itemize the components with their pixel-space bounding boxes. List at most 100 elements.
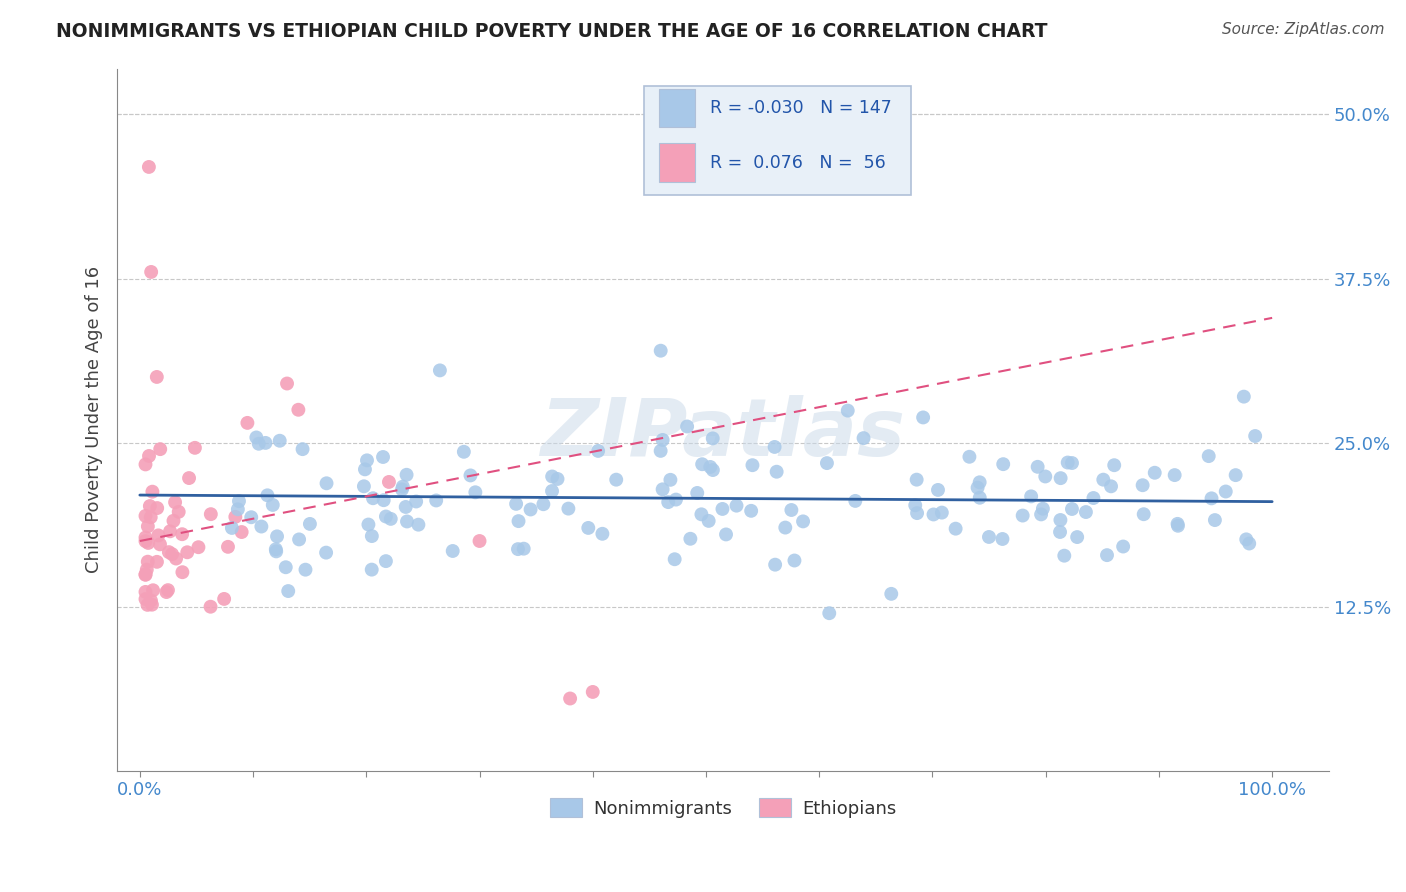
Point xyxy=(134,458,156,472)
Point xyxy=(852,431,875,445)
Point xyxy=(245,430,267,444)
Point xyxy=(276,376,298,391)
Point xyxy=(1066,530,1088,544)
Point xyxy=(1049,513,1071,527)
Point xyxy=(354,462,377,476)
Point xyxy=(165,495,187,509)
Point xyxy=(519,502,541,516)
Point xyxy=(157,545,180,559)
Point xyxy=(505,497,527,511)
Point xyxy=(250,519,273,533)
Point xyxy=(676,419,699,434)
Point xyxy=(1019,489,1042,503)
Point xyxy=(775,520,797,534)
Point xyxy=(141,598,163,612)
Point xyxy=(1095,548,1118,562)
Point xyxy=(1049,524,1071,539)
Point xyxy=(136,598,159,612)
Point xyxy=(395,515,418,529)
Point xyxy=(945,522,967,536)
Y-axis label: Child Poverty Under the Age of 16: Child Poverty Under the Age of 16 xyxy=(86,266,103,574)
Point xyxy=(763,440,786,454)
Point xyxy=(139,499,162,513)
Point xyxy=(200,507,222,521)
Point xyxy=(176,545,198,559)
Point xyxy=(1233,390,1256,404)
Point xyxy=(315,476,337,491)
Point xyxy=(1032,501,1054,516)
Point xyxy=(905,473,928,487)
Point xyxy=(969,475,991,490)
Point xyxy=(264,544,287,558)
Point xyxy=(136,536,159,550)
Point xyxy=(1092,473,1115,487)
Point xyxy=(135,563,157,577)
Point xyxy=(356,453,378,467)
Point xyxy=(146,501,169,516)
Point xyxy=(605,473,627,487)
Point xyxy=(360,529,382,543)
Point xyxy=(357,517,380,532)
Point xyxy=(1198,449,1220,463)
Point xyxy=(1011,508,1033,523)
Point xyxy=(274,560,297,574)
Point xyxy=(650,443,672,458)
Point xyxy=(159,524,181,539)
Point xyxy=(136,519,159,533)
Point xyxy=(697,514,720,528)
Point xyxy=(380,512,402,526)
Point xyxy=(1132,478,1154,492)
Point xyxy=(1234,533,1257,547)
Point xyxy=(291,442,314,457)
Point xyxy=(740,504,762,518)
Point xyxy=(531,497,554,511)
Point xyxy=(977,530,1000,544)
Point xyxy=(651,433,673,447)
Point xyxy=(686,486,709,500)
Point xyxy=(361,491,384,506)
Point xyxy=(512,541,534,556)
Point xyxy=(1167,516,1189,531)
Point xyxy=(148,528,170,542)
Point xyxy=(353,479,375,493)
Point xyxy=(172,565,194,579)
Point xyxy=(679,532,702,546)
Point xyxy=(134,567,156,582)
Point xyxy=(702,431,724,445)
Point xyxy=(650,343,672,358)
Point xyxy=(277,584,299,599)
Point xyxy=(221,521,243,535)
Point xyxy=(134,585,156,599)
Point xyxy=(217,540,239,554)
Point xyxy=(298,516,321,531)
Text: Source: ZipAtlas.com: Source: ZipAtlas.com xyxy=(1222,22,1385,37)
Text: ZIPatlas: ZIPatlas xyxy=(540,394,905,473)
Point xyxy=(880,587,903,601)
Point xyxy=(429,363,451,377)
Point xyxy=(547,472,569,486)
Point xyxy=(763,558,786,572)
Point xyxy=(957,450,980,464)
Point xyxy=(287,402,309,417)
Point xyxy=(991,532,1014,546)
Point xyxy=(453,444,475,458)
Point xyxy=(1060,456,1083,470)
Point xyxy=(254,436,277,450)
Point xyxy=(659,473,682,487)
Point xyxy=(1060,502,1083,516)
Point xyxy=(146,370,169,384)
Point xyxy=(269,434,291,448)
Point xyxy=(138,449,160,463)
Point xyxy=(582,685,605,699)
Point xyxy=(837,403,859,417)
Text: R = -0.030   N = 147: R = -0.030 N = 147 xyxy=(710,99,891,117)
Point xyxy=(184,441,207,455)
Point xyxy=(1163,468,1185,483)
Point xyxy=(392,480,415,494)
Point xyxy=(288,533,311,547)
Point xyxy=(690,508,713,522)
Point xyxy=(1026,459,1049,474)
Point xyxy=(142,583,165,598)
Point xyxy=(1099,479,1122,493)
Point xyxy=(247,436,270,450)
